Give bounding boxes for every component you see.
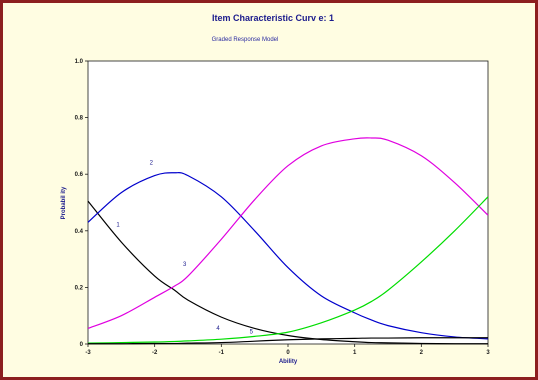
curve-label-1: 1 xyxy=(116,223,120,229)
axis-ticks: -3 -2 -1 0 1 2 3 0 0.2 0.4 0.6 0.8 1.0 xyxy=(75,59,491,356)
curve-category-3 xyxy=(87,137,489,330)
y-tick-label: 0.2 xyxy=(75,285,84,291)
curves xyxy=(87,137,489,345)
curve-category-4 xyxy=(87,196,489,344)
x-tick-label: -1 xyxy=(219,350,225,356)
y-tick-label: 0.4 xyxy=(75,229,84,235)
x-tick-label: 2 xyxy=(420,350,424,356)
curve-category-2 xyxy=(87,172,489,340)
x-tick-label: 0 xyxy=(286,350,290,356)
x-tick-label: 1 xyxy=(353,350,357,356)
icc-chart: Item Characteristic Curv e: 1 Graded Res… xyxy=(61,13,491,365)
x-tick-label: -2 xyxy=(152,350,158,356)
curve-category-1 xyxy=(87,200,489,345)
y-tick-label: 0 xyxy=(80,342,84,348)
curve-label-4: 4 xyxy=(216,326,220,332)
chart-title: Item Characteristic Curv e: 1 xyxy=(212,13,334,23)
x-tick-label: 3 xyxy=(486,350,490,356)
curve-label-5: 5 xyxy=(250,330,254,336)
curve-category-5 xyxy=(87,337,488,345)
y-tick-label: 0.6 xyxy=(75,172,84,178)
x-tick-label: -3 xyxy=(85,350,91,356)
x-axis-label: Ability xyxy=(279,359,298,365)
curve-labels: 1 2 3 4 5 xyxy=(116,160,253,335)
chart-subtitle: Graded Response Model xyxy=(212,37,279,43)
curve-label-2: 2 xyxy=(150,160,154,166)
y-tick-label: 1.0 xyxy=(75,59,84,65)
curve-label-3: 3 xyxy=(183,262,187,268)
y-axis-label: Probabil ity xyxy=(61,186,67,219)
y-tick-label: 0.8 xyxy=(75,116,84,122)
